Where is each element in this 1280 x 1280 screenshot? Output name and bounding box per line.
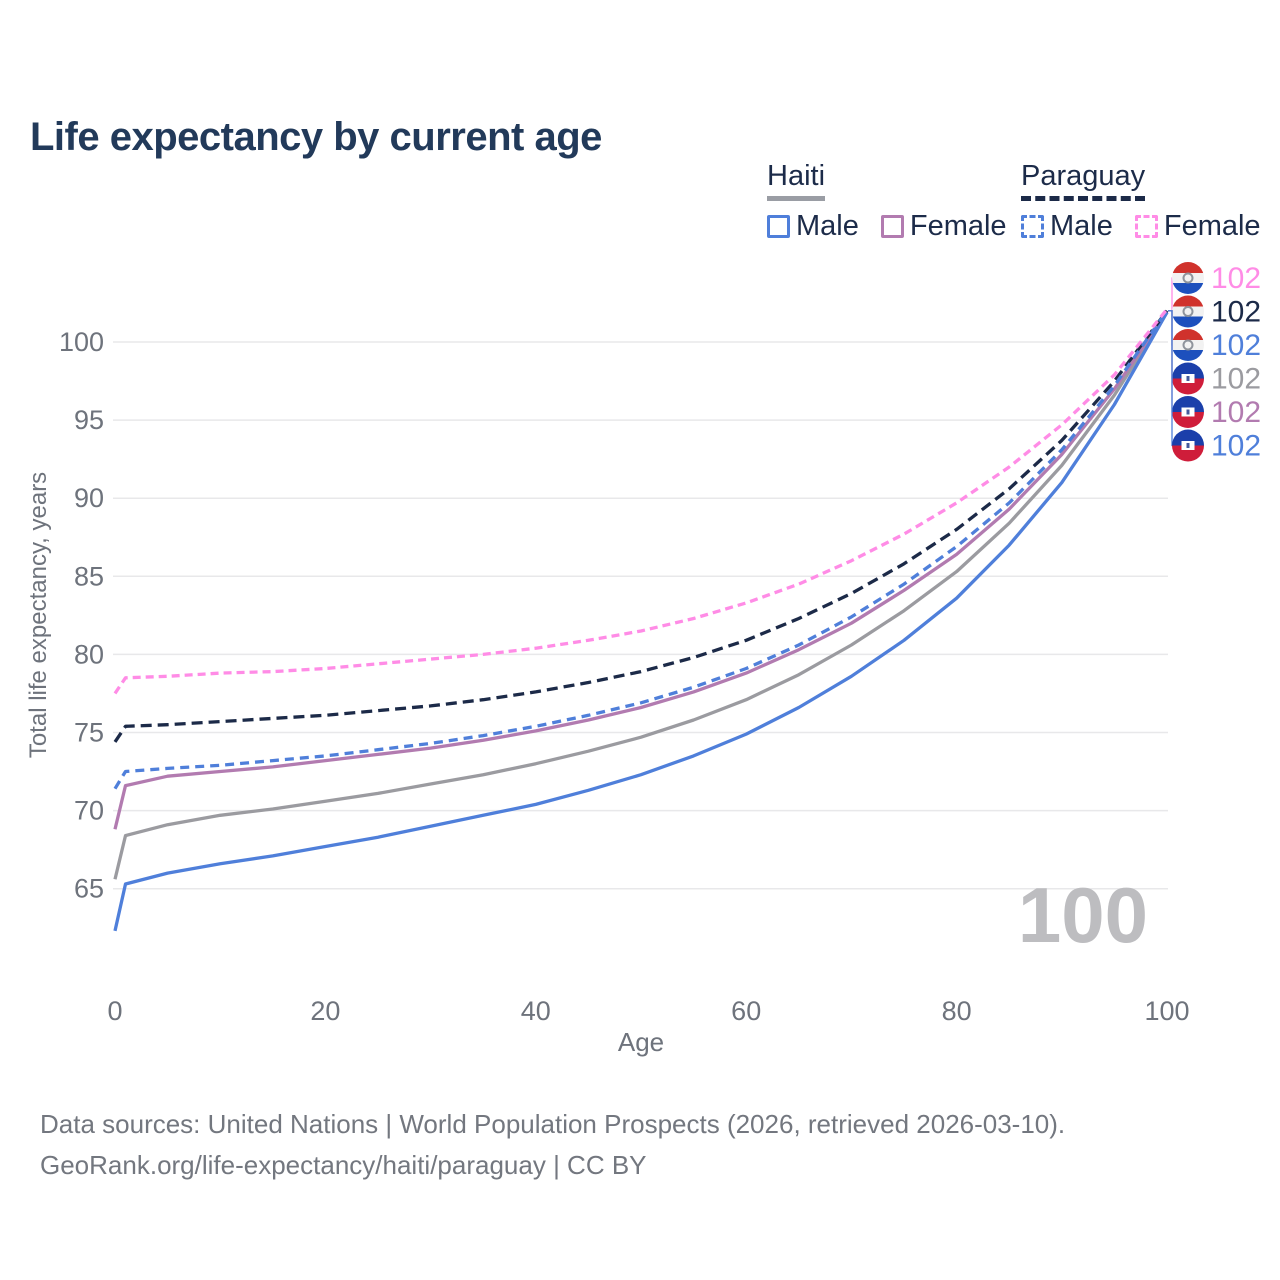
paraguay-flag-icon [1172, 262, 1204, 294]
end-label-leader-line [1168, 310, 1179, 413]
end-value-label-haiti-female: 102 [1211, 396, 1261, 429]
paraguay-flag-icon [1172, 295, 1204, 328]
age-counter-watermark: 100 [1018, 871, 1148, 959]
data-sources-note: Data sources: United Nations | World Pop… [40, 1109, 1066, 1139]
legend-item-label: Male [796, 210, 859, 242]
y-tick-label: 70 [74, 796, 104, 826]
page-title: Life expectancy by current age [30, 114, 602, 159]
haiti-male-swatch-icon [767, 215, 790, 238]
x-tick-label: 40 [521, 996, 551, 1026]
series-line-haiti-female[interactable] [113, 311, 1169, 830]
end-value-label-paraguay-male: 102 [1211, 329, 1261, 362]
y-tick-label: 95 [74, 405, 104, 435]
footer: Data sources: United Nations | World Pop… [40, 1104, 1065, 1186]
y-tick-label: 80 [74, 639, 104, 669]
paraguay-female-swatch-icon [1134, 215, 1158, 238]
legend-item-label: Female [909, 210, 1007, 242]
legend-item-paraguay-female[interactable]: Female [1134, 210, 1261, 243]
series-line-paraguay[interactable] [113, 309, 1169, 743]
y-axis-title: Total life expectancy, years [25, 472, 52, 758]
legend-country-haiti[interactable]: Haiti [767, 160, 826, 201]
legend-country-paraguay[interactable]: Paraguay [1021, 160, 1146, 201]
legend-item-label: Male [1050, 210, 1113, 242]
series-line-haiti-male[interactable] [113, 311, 1169, 932]
end-value-label-paraguay: 102 [1211, 296, 1261, 329]
legend-item-haiti-female[interactable]: Female [880, 210, 1007, 243]
haiti-flag-icon [1172, 429, 1204, 462]
x-axis-title: Age [618, 1027, 664, 1057]
end-value-label-haiti-male: 102 [1211, 430, 1261, 463]
legend-item-paraguay-male[interactable]: Male [1021, 210, 1113, 243]
x-tick-label: 0 [107, 996, 122, 1026]
paraguay-flag-icon [1172, 329, 1204, 361]
line-chart: 65 70 75 80 85 90 95 100 100 0 20 40 60 80 100 Age Total… [25, 262, 1261, 1057]
haiti-flag-icon [1172, 396, 1204, 428]
y-tick-label: 85 [74, 561, 104, 591]
haiti-flag-icon [1172, 362, 1204, 395]
legend-group-haiti: Haiti Male Female [767, 160, 1029, 243]
paraguay-male-swatch-icon [1021, 215, 1044, 238]
end-value-label-haiti: 102 [1211, 363, 1261, 396]
y-tick-label: 90 [74, 483, 104, 513]
y-tick-label: 65 [74, 874, 104, 904]
legend-item-haiti-male[interactable]: Male [767, 210, 859, 243]
legend-item-label: Female [1163, 210, 1261, 242]
source-url-note: GeoRank.org/life-expectancy/haiti/paragu… [40, 1150, 647, 1180]
x-tick-label: 20 [310, 996, 340, 1026]
y-tick-label: 100 [59, 327, 104, 357]
y-tick-label: 75 [74, 718, 104, 748]
end-value-label-paraguay-female: 102 [1211, 262, 1261, 295]
x-tick-label: 100 [1144, 996, 1189, 1026]
series-line-paraguay-male[interactable] [113, 309, 1169, 790]
x-tick-label: 80 [942, 996, 972, 1026]
legend-group-paraguay: Paraguay Male Female [1021, 160, 1280, 243]
haiti-female-swatch-icon [880, 215, 904, 238]
x-tick-label: 60 [731, 996, 761, 1026]
series-line-haiti[interactable] [113, 311, 1169, 880]
series-line-paraguay-female[interactable] [113, 308, 1169, 695]
